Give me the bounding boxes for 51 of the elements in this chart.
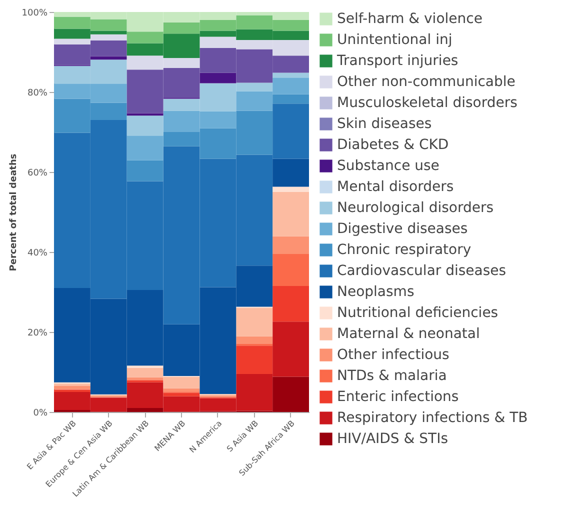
bar [163,392,200,396]
bar [126,136,164,160]
y-axis-title: Percent of total deaths [8,154,19,272]
legend-label: Enteric infections [337,389,459,405]
bar [272,72,309,78]
legend-label: Other infectious [337,347,450,363]
legend-label: Cardiovascular diseases [337,263,506,279]
bar [236,346,273,374]
y-tick-label: 20% [27,328,48,338]
bar [272,236,309,254]
legend-label: Neoplasms [337,284,414,300]
legend-label: Respiratory infections & TB [337,410,528,426]
bar [272,186,309,192]
bar [236,336,273,344]
bar [126,368,164,378]
bar [272,254,309,286]
legend-label: Musculoskeletal disorders [337,95,518,111]
legend-label: Substance use [337,158,440,174]
legend-label: Other non-communicable [337,74,516,90]
legend-label: Digestive diseases [337,221,468,237]
y-tick-label: 100% [22,8,48,18]
bar [126,377,164,380]
legend-label: Maternal & neonatal [337,326,480,342]
bar [90,56,127,60]
legend-label: Neurological disorders [337,200,494,216]
legend-label: Transport injuries [336,53,458,69]
bar [272,94,309,104]
bar [126,160,164,182]
bar [163,388,200,392]
legend-label: NTDs & malaria [337,368,447,384]
bar [126,113,164,116]
legend-label: Self-harm & violence [337,11,482,27]
y-tick-label: 60% [27,168,48,178]
legend-label: Mental disorders [337,179,454,195]
legend-label: HIV/AIDS & STIs [337,431,448,447]
bar [272,158,309,187]
bar [54,386,90,390]
bar [272,192,309,236]
bar [126,116,164,136]
legend-label: Unintentional inj [337,32,452,48]
legend-label: Skin diseases [337,116,432,132]
legend-label: Nutritional deficiencies [337,305,498,321]
bar [272,286,309,322]
bar [236,308,273,336]
y-tick-label: 40% [27,248,48,258]
y-tick-label: 80% [27,88,48,98]
bar [163,376,200,388]
bar [200,72,236,84]
legend-label: Chronic respiratory [337,242,472,258]
y-tick-label: 0% [33,408,48,418]
legend-label: Diabetes & CKD [337,137,449,153]
